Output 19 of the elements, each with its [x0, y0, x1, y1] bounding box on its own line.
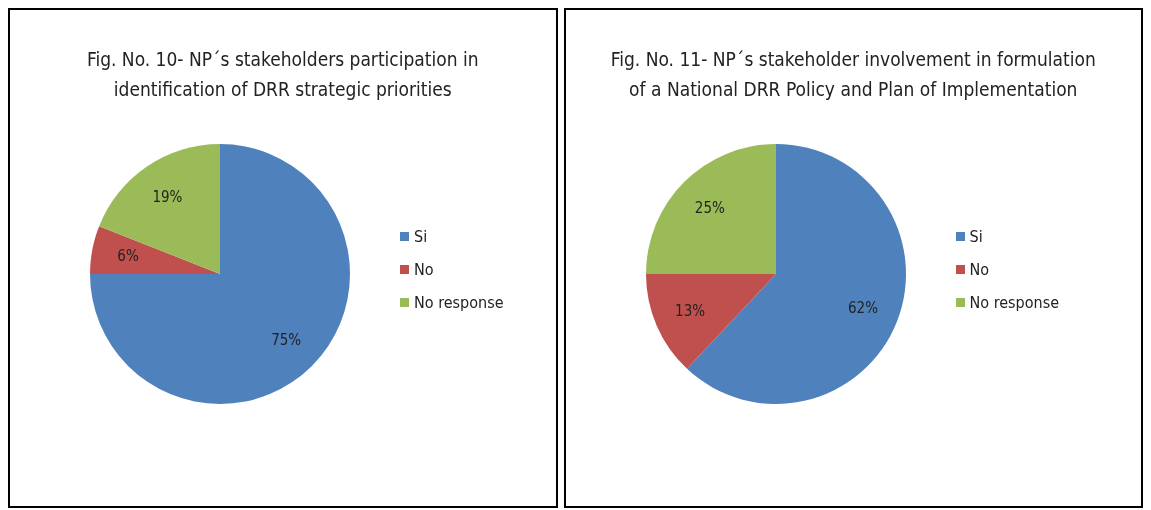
data-label: 25% [694, 198, 725, 217]
pie-slice [645, 274, 776, 369]
legend-label: No [414, 259, 434, 279]
pie-slice [90, 144, 350, 404]
data-label: 75% [271, 331, 302, 350]
pie-slice [99, 144, 220, 274]
data-label: 62% [847, 299, 878, 318]
legend-label: No response [969, 292, 1060, 312]
chart-title: Fig. No. 10- NP´s stakeholders participation in identification of DRR strategic priorities [85, 47, 480, 102]
data-label: 13% [674, 302, 705, 321]
legend-label: Si [969, 226, 983, 246]
data-label: 19% [152, 187, 183, 206]
chart-title: Fig. No. 11- NP´s stakeholder involvement in formulation of a National DRR Policy and Plan of Implementation [609, 47, 1097, 102]
pie-slice [90, 226, 220, 274]
data-label: 6% [117, 247, 139, 266]
pie-slice [645, 144, 776, 274]
legend-label: No response [414, 292, 504, 312]
legend-label: Si [414, 226, 428, 246]
legend-label: No [969, 259, 990, 279]
